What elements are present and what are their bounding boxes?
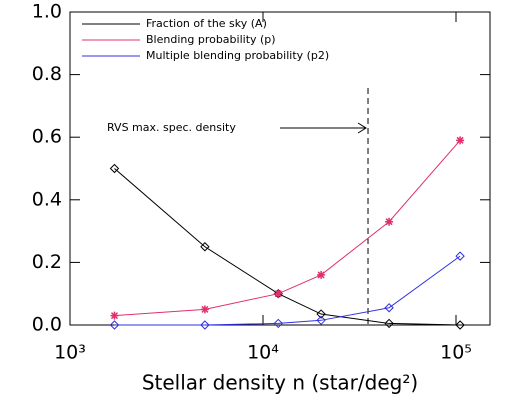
marker [109, 163, 120, 174]
x-tick-label: 10⁴ [247, 342, 279, 364]
y-tick-label: 0.4 [32, 188, 62, 210]
marker [384, 303, 394, 313]
marker [274, 289, 283, 298]
marker [200, 320, 210, 330]
series-line [114, 168, 461, 326]
y-tick-label: 0.6 [32, 126, 62, 148]
marker [455, 320, 465, 330]
y-tick-label: 1.0 [32, 1, 62, 23]
marker [385, 217, 394, 226]
series-line [114, 140, 461, 317]
marker [200, 305, 209, 314]
x-tick-label: 10³ [54, 342, 86, 364]
marker [273, 318, 283, 329]
marker [384, 318, 394, 329]
y-tick-label: 0.8 [32, 63, 62, 85]
marker [455, 251, 465, 261]
y-tick-label: 0.0 [32, 314, 62, 336]
x-tick-label: 10⁵ [440, 342, 472, 364]
annotation-arrowhead [357, 122, 367, 134]
plot-frame [69, 11, 491, 326]
marker [109, 320, 120, 330]
marker [316, 315, 326, 326]
series-line [114, 255, 461, 326]
legend-label: Blending probability (p) [146, 33, 276, 46]
x-axis-label: Stellar density n (star/deg²) [142, 371, 418, 395]
annotation-text: RVS max. spec. density [107, 121, 236, 134]
legend-label: Multiple blending probability (p2) [146, 49, 329, 62]
marker [456, 136, 465, 145]
marker [316, 309, 326, 319]
y-tick-label: 0.2 [32, 251, 62, 273]
legend-label: Fraction of the sky (A) [146, 17, 267, 30]
marker [110, 311, 119, 320]
marker [317, 270, 326, 279]
marker [200, 242, 210, 252]
